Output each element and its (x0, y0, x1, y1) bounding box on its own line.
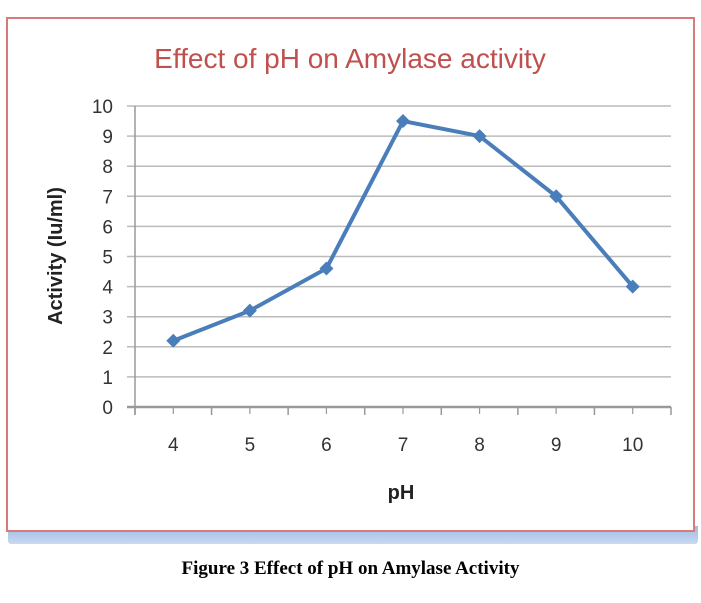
y-axis-title: Activity (Iu/ml) (45, 187, 67, 325)
x-tick-label: 8 (474, 435, 485, 456)
data-point-marker (242, 303, 257, 318)
series-line (172, 119, 635, 343)
x-tick-label: 10 (622, 435, 643, 456)
chart-frame (6, 17, 695, 532)
figure-caption: Figure 3 Effect of pH on Amylase Activit… (181, 558, 520, 579)
data-point-marker (472, 129, 487, 144)
y-tick-label: 5 (102, 248, 113, 269)
y-tick-label: 1 (102, 368, 113, 389)
data-point-marker (166, 333, 181, 348)
chart-title: Effect of pH on Amylase activity (154, 43, 546, 74)
data-point-marker (319, 261, 334, 276)
y-tick-label: 10 (92, 97, 113, 118)
y-tick-label: 2 (102, 338, 113, 359)
y-tick-label: 7 (102, 187, 113, 208)
x-tick-label: 4 (168, 435, 179, 456)
y-tick-label: 8 (102, 157, 113, 178)
y-tick-label: 6 (102, 217, 113, 238)
x-tick-label: 9 (551, 435, 562, 456)
x-tick-label: 6 (321, 435, 332, 456)
x-tick-label: 7 (398, 435, 409, 456)
data-point-marker (625, 279, 640, 294)
data-point-marker (396, 114, 410, 129)
y-tick-label: 3 (102, 308, 113, 329)
y-tick-label: 0 (102, 398, 113, 419)
y-tick-label: 9 (102, 127, 113, 148)
y-tick-label: 4 (102, 278, 113, 299)
x-axis-title: pH (388, 482, 415, 504)
x-tick-label: 5 (245, 435, 256, 456)
data-point-marker (549, 189, 564, 204)
